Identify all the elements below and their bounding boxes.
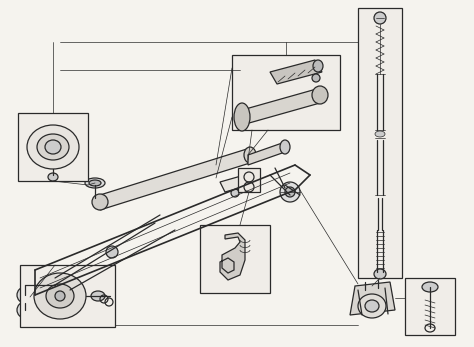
Ellipse shape: [280, 182, 300, 202]
Bar: [20, 265, 115, 327]
Bar: [200, 225, 270, 293]
Ellipse shape: [48, 173, 58, 181]
Ellipse shape: [21, 291, 29, 299]
Bar: [232, 55, 340, 130]
Ellipse shape: [231, 189, 239, 197]
Bar: [358, 8, 402, 278]
Ellipse shape: [285, 187, 295, 197]
Ellipse shape: [313, 60, 323, 72]
Ellipse shape: [230, 180, 240, 190]
Ellipse shape: [45, 140, 61, 154]
Ellipse shape: [17, 287, 33, 303]
Ellipse shape: [85, 178, 105, 188]
Polygon shape: [100, 148, 250, 210]
Ellipse shape: [34, 273, 86, 319]
Ellipse shape: [37, 134, 69, 160]
Ellipse shape: [375, 131, 385, 137]
Bar: [405, 278, 455, 335]
Polygon shape: [270, 60, 322, 84]
Ellipse shape: [280, 140, 290, 154]
Ellipse shape: [365, 300, 379, 312]
Ellipse shape: [27, 125, 79, 169]
Bar: [18, 113, 88, 181]
Polygon shape: [350, 282, 395, 315]
Ellipse shape: [89, 180, 101, 186]
Ellipse shape: [17, 302, 33, 318]
Bar: [238, 168, 260, 192]
Polygon shape: [220, 233, 245, 280]
Ellipse shape: [422, 282, 438, 292]
Ellipse shape: [46, 284, 74, 308]
Ellipse shape: [312, 74, 320, 82]
Ellipse shape: [234, 103, 250, 131]
Ellipse shape: [244, 147, 256, 163]
Ellipse shape: [374, 269, 386, 279]
Ellipse shape: [55, 291, 65, 301]
Polygon shape: [220, 172, 260, 192]
Ellipse shape: [312, 86, 328, 104]
Ellipse shape: [106, 246, 118, 258]
Ellipse shape: [374, 12, 386, 24]
Polygon shape: [242, 88, 320, 125]
Polygon shape: [248, 142, 285, 165]
Ellipse shape: [92, 194, 108, 210]
Ellipse shape: [358, 294, 386, 318]
Ellipse shape: [91, 291, 105, 301]
